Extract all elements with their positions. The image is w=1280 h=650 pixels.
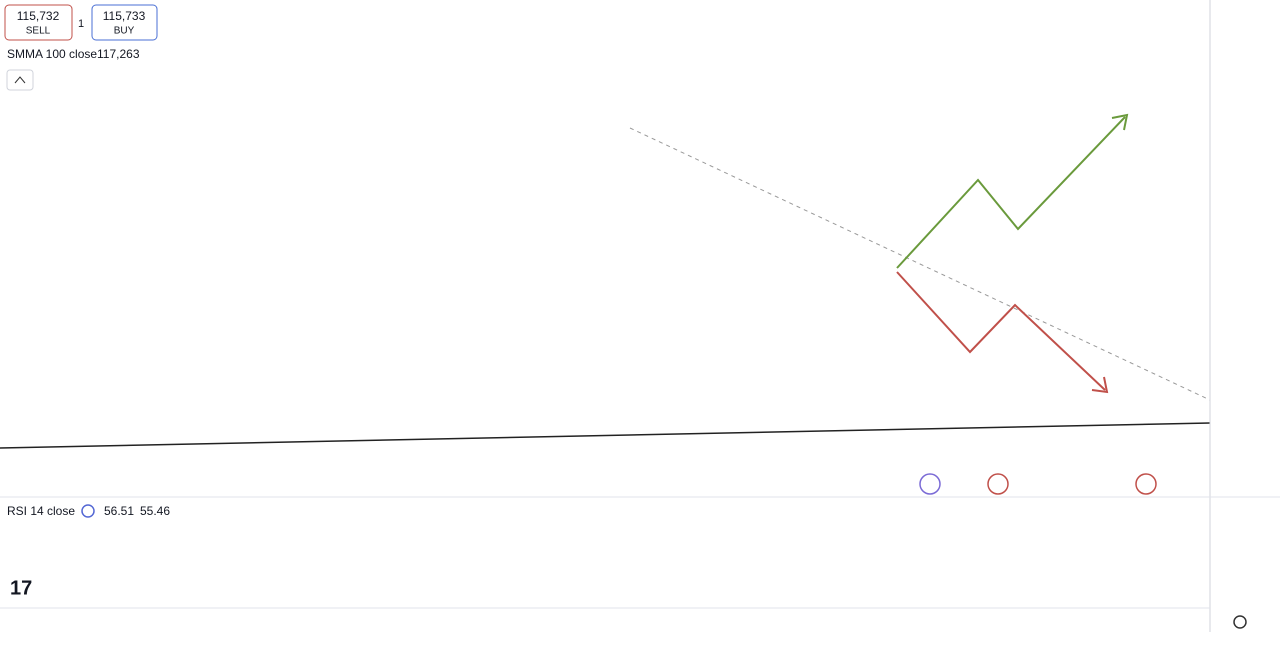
trend-line (0, 422, 1211, 449)
trend-line (629, 127, 1211, 401)
smma-legend: SMMA 100 close (7, 47, 97, 61)
arrow-head (1091, 376, 1109, 394)
projection-down (896, 271, 1106, 391)
sell-button[interactable] (4, 4, 73, 41)
arrow-head (1111, 113, 1129, 131)
event-icon[interactable] (987, 473, 1009, 495)
collapse-button[interactable] (6, 69, 34, 91)
quantity: 1 (78, 18, 84, 30)
buy-price: 115,733 (103, 9, 146, 23)
event-icon[interactable] (919, 473, 941, 495)
projection-up (896, 116, 1126, 269)
smma-value: 117,263 (97, 47, 140, 61)
sell-price: 115,732 (17, 9, 60, 23)
event-icon[interactable] (1135, 473, 1157, 495)
rsi-value: 56.51 (104, 504, 134, 518)
buy-button[interactable] (91, 4, 158, 41)
sell-label: SELL (26, 26, 51, 37)
collapse-icon (14, 76, 26, 84)
logo: 17 (10, 577, 32, 599)
settings-button[interactable] (1233, 615, 1247, 629)
rsi-legend: RSI 14 close (7, 504, 75, 518)
rsi-icon[interactable] (81, 504, 95, 518)
buy-label: BUY (114, 26, 135, 37)
rsi-signal-value: 55.46 (140, 504, 170, 518)
